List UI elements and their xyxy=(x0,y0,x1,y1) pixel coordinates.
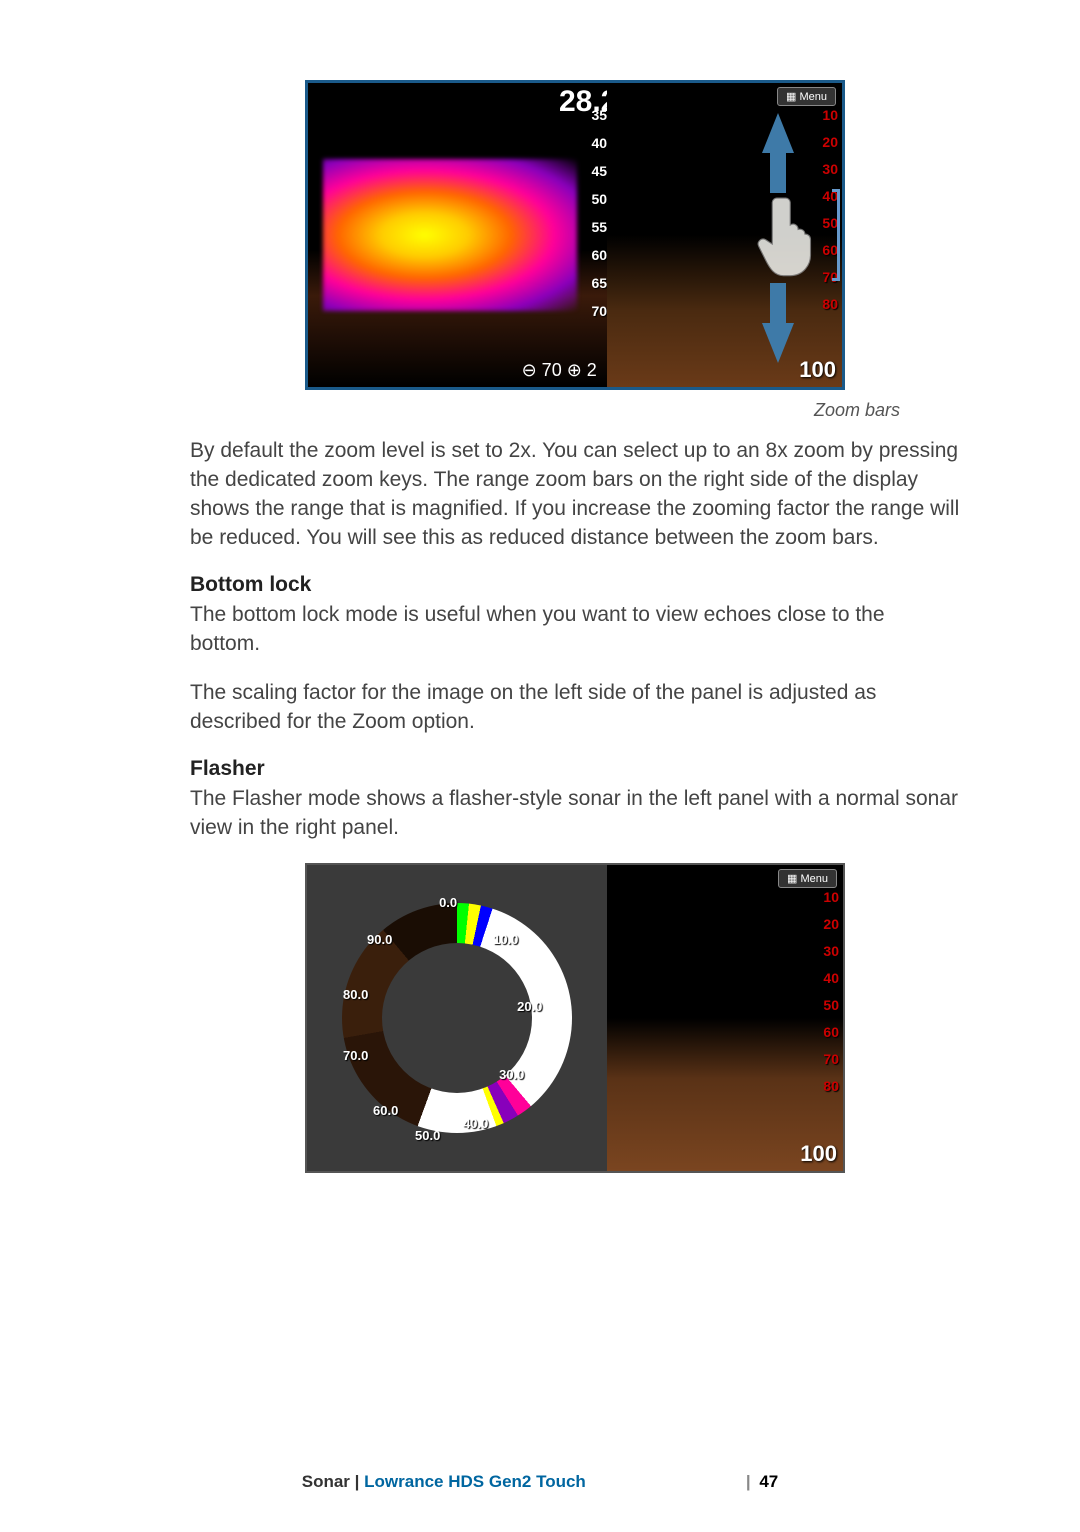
flasher-sonar-figure: 0.0 10.0 20.0 30.0 40.0 50.0 60.0 70.0 80.0 90.0… xyxy=(305,863,845,1173)
scale-tick: 20 xyxy=(822,134,838,150)
flasher-dial-labels: 0.0 10.0 20.0 30.0 40.0 50.0 60.0 70.0 80.0 90.0 xyxy=(307,865,607,1171)
flasher-text: The Flasher mode shows a flasher-style s… xyxy=(190,785,960,843)
zoom-description: By default the zoom level is set to 2x. … xyxy=(190,437,960,553)
scale-tick: 60 xyxy=(823,1024,839,1040)
bottom-lock-text-1: The bottom lock mode is useful when you … xyxy=(190,601,960,659)
scale-tick: 30 xyxy=(823,943,839,959)
page-number: 47 xyxy=(746,1472,778,1492)
scale-tick: 40 xyxy=(823,970,839,986)
dial-tick-label: 70.0 xyxy=(343,1048,368,1063)
dial-tick-label: 40.0 xyxy=(463,1116,488,1131)
sonar-echo-blob xyxy=(323,159,577,311)
footer-breadcrumb: Sonar | Lowrance HDS Gen2 Touch xyxy=(302,1472,586,1492)
scale-tick: 35 xyxy=(577,107,607,123)
scale-tick: 20 xyxy=(823,916,839,932)
scale-tick: 65 xyxy=(577,275,607,291)
dial-tick-label: 50.0 xyxy=(415,1128,440,1143)
menu-button[interactable]: Menu xyxy=(778,869,837,888)
swipe-up-arrow-icon xyxy=(762,113,794,153)
scale-tick: 50 xyxy=(577,191,607,207)
scale-tick: 50 xyxy=(823,997,839,1013)
touch-hand-icon xyxy=(753,189,823,279)
scale-tick: 55 xyxy=(577,219,607,235)
flasher-panel: 0.0 10.0 20.0 30.0 40.0 50.0 60.0 70.0 80.0 90.0 xyxy=(307,865,607,1171)
flasher-sonar-panel: 10 20 30 40 50 60 70 80 100 xyxy=(607,865,843,1171)
dial-tick-label: 10.0 xyxy=(493,932,518,947)
scale-tick: 70 xyxy=(823,1051,839,1067)
menu-button[interactable]: Menu xyxy=(777,87,836,106)
flasher-heading: Flasher xyxy=(190,757,960,781)
scale-tick: 60 xyxy=(577,247,607,263)
scale-tick: 40 xyxy=(577,135,607,151)
dial-tick-label: 80.0 xyxy=(343,987,368,1002)
scale-tick: 70 xyxy=(577,303,607,319)
max-depth-label: 100 xyxy=(799,357,836,383)
dial-tick-label: 60.0 xyxy=(373,1103,398,1118)
scale-tick: 80 xyxy=(823,1078,839,1094)
bottom-lock-heading: Bottom lock xyxy=(190,573,960,597)
sonar-full-panel: 10 20 30 40 50 60 70 80 xyxy=(607,83,842,387)
max-depth-label: 100 xyxy=(800,1141,837,1167)
figure-caption: Zoom bars xyxy=(190,400,900,421)
scale-tick: 30 xyxy=(822,161,838,177)
sonar-zoom-panel xyxy=(308,83,607,387)
left-depth-scale: 35 40 45 50 55 60 65 70 xyxy=(577,107,607,331)
zoom-range-bracket xyxy=(832,189,840,280)
page-footer: Sonar | Lowrance HDS Gen2 Touch 47 xyxy=(0,1472,1080,1492)
footer-product: Lowrance HDS Gen2 Touch xyxy=(364,1472,586,1491)
footer-section: Sonar xyxy=(302,1472,350,1491)
scale-tick: 10 xyxy=(823,889,839,905)
bottom-lock-text-2: The scaling factor for the image on the … xyxy=(190,679,960,737)
scale-tick: 45 xyxy=(577,163,607,179)
zoom-sonar-figure: 28.2 35 40 45 50 55 60 65 70 10 20 30 40… xyxy=(305,80,845,390)
scale-tick: 10 xyxy=(822,107,838,123)
zoom-controls[interactable]: ⊖ 70 ⊕ 2 xyxy=(522,360,597,381)
dial-tick-label: 20.0 xyxy=(517,999,542,1014)
dial-tick-label: 90.0 xyxy=(367,932,392,947)
scale-tick: 80 xyxy=(822,296,838,312)
dial-center-depth: 0.0 xyxy=(439,895,457,910)
right-depth-scale: 10 20 30 40 50 60 70 80 xyxy=(823,889,839,1105)
swipe-down-arrow-icon xyxy=(762,323,794,363)
dial-tick-label: 30.0 xyxy=(499,1067,524,1082)
